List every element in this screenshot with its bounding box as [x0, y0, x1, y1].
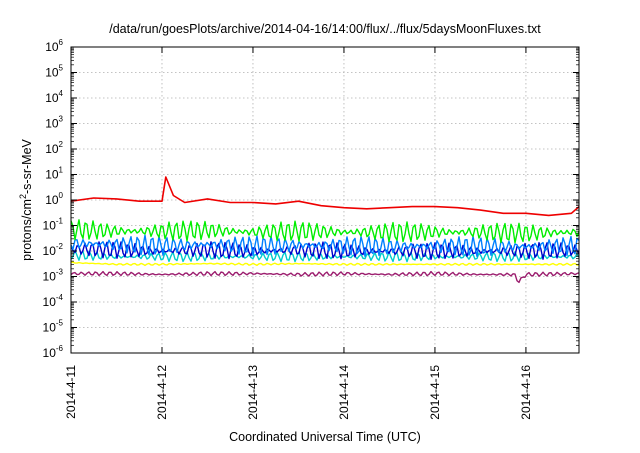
- y-tick-exp: 2: [59, 140, 64, 149]
- y-axis-label: protons/cm2-s-sr-MeV: [18, 138, 34, 260]
- y-tick-label: 102: [45, 140, 63, 156]
- x-axis-label: Coordinated Universal Time (UTC): [229, 430, 421, 444]
- y-tick-base: 10: [43, 270, 57, 284]
- y-tick-label: 106: [45, 38, 63, 54]
- y-tick-base: 10: [43, 219, 57, 233]
- y-tick-exp: 1: [59, 166, 64, 175]
- y-tick-exp: -5: [56, 319, 64, 328]
- series-line: [70, 234, 580, 258]
- x-tick-label: 2014-4-15: [428, 365, 442, 420]
- y-tick-label: 10-3: [43, 268, 64, 284]
- series-line: [70, 270, 580, 284]
- x-tick-label: 2014-4-11: [64, 365, 78, 419]
- y-axis-label-sup: 2: [18, 194, 28, 199]
- y-tick-base: 10: [45, 117, 59, 131]
- y-axis-label-prefix: protons/cm: [20, 199, 34, 261]
- series-lines: [70, 176, 580, 284]
- y-tick-base: 10: [45, 91, 59, 105]
- x-tick-label: 2014-4-12: [155, 365, 169, 420]
- y-tick-base: 10: [45, 168, 59, 182]
- y-tick-base: 10: [45, 142, 59, 156]
- x-tick-label: 2014-4-13: [246, 365, 260, 420]
- y-tick-exp: 3: [59, 115, 64, 124]
- y-tick-base: 10: [43, 244, 57, 258]
- y-tick-label: 101: [45, 166, 63, 182]
- series-line: [70, 241, 580, 261]
- chart-title: /data/run/goesPlots/archive/2014-04-16/1…: [109, 22, 541, 36]
- y-tick-base: 10: [43, 346, 57, 360]
- y-tick-exp: 0: [59, 191, 64, 200]
- y-tick-label: 10-5: [43, 319, 64, 335]
- y-tick-exp: -2: [56, 242, 64, 251]
- x-tick-label: 2014-4-14: [337, 365, 351, 420]
- y-tick-exp: -3: [56, 268, 64, 277]
- x-tick-label: 2014-4-16: [519, 365, 533, 420]
- series-line: [70, 176, 580, 217]
- y-tick-label: 103: [45, 115, 63, 131]
- y-tick-base: 10: [45, 193, 59, 207]
- series-line: [70, 261, 580, 267]
- y-tick-exp: -6: [56, 344, 64, 353]
- y-tick-label: 10-1: [43, 217, 64, 233]
- y-axis-label-suffix: -s-sr-MeV: [20, 138, 34, 194]
- series-line: [70, 249, 580, 263]
- y-tick-exp: 4: [59, 89, 64, 98]
- y-tick-label: 10-6: [43, 344, 64, 360]
- y-tick-label: 10-4: [43, 293, 64, 309]
- y-tick-label: 105: [45, 64, 63, 80]
- y-tick-base: 10: [43, 321, 57, 335]
- y-tick-label: 104: [45, 89, 63, 105]
- grid-lines: [71, 46, 579, 354]
- y-tick-label: 100: [45, 191, 63, 207]
- y-tick-exp: -1: [56, 217, 64, 226]
- y-tick-base: 10: [43, 295, 57, 309]
- y-tick-exp: 6: [59, 38, 64, 47]
- series-line: [70, 219, 580, 244]
- y-tick-label: 10-2: [43, 242, 64, 258]
- y-tick-base: 10: [45, 66, 59, 80]
- y-tick-base: 10: [45, 40, 59, 54]
- axis-ticks: 10610510410310210110010-110-210-310-410-…: [43, 38, 579, 420]
- y-tick-exp: -4: [56, 293, 64, 302]
- y-tick-exp: 5: [59, 64, 64, 73]
